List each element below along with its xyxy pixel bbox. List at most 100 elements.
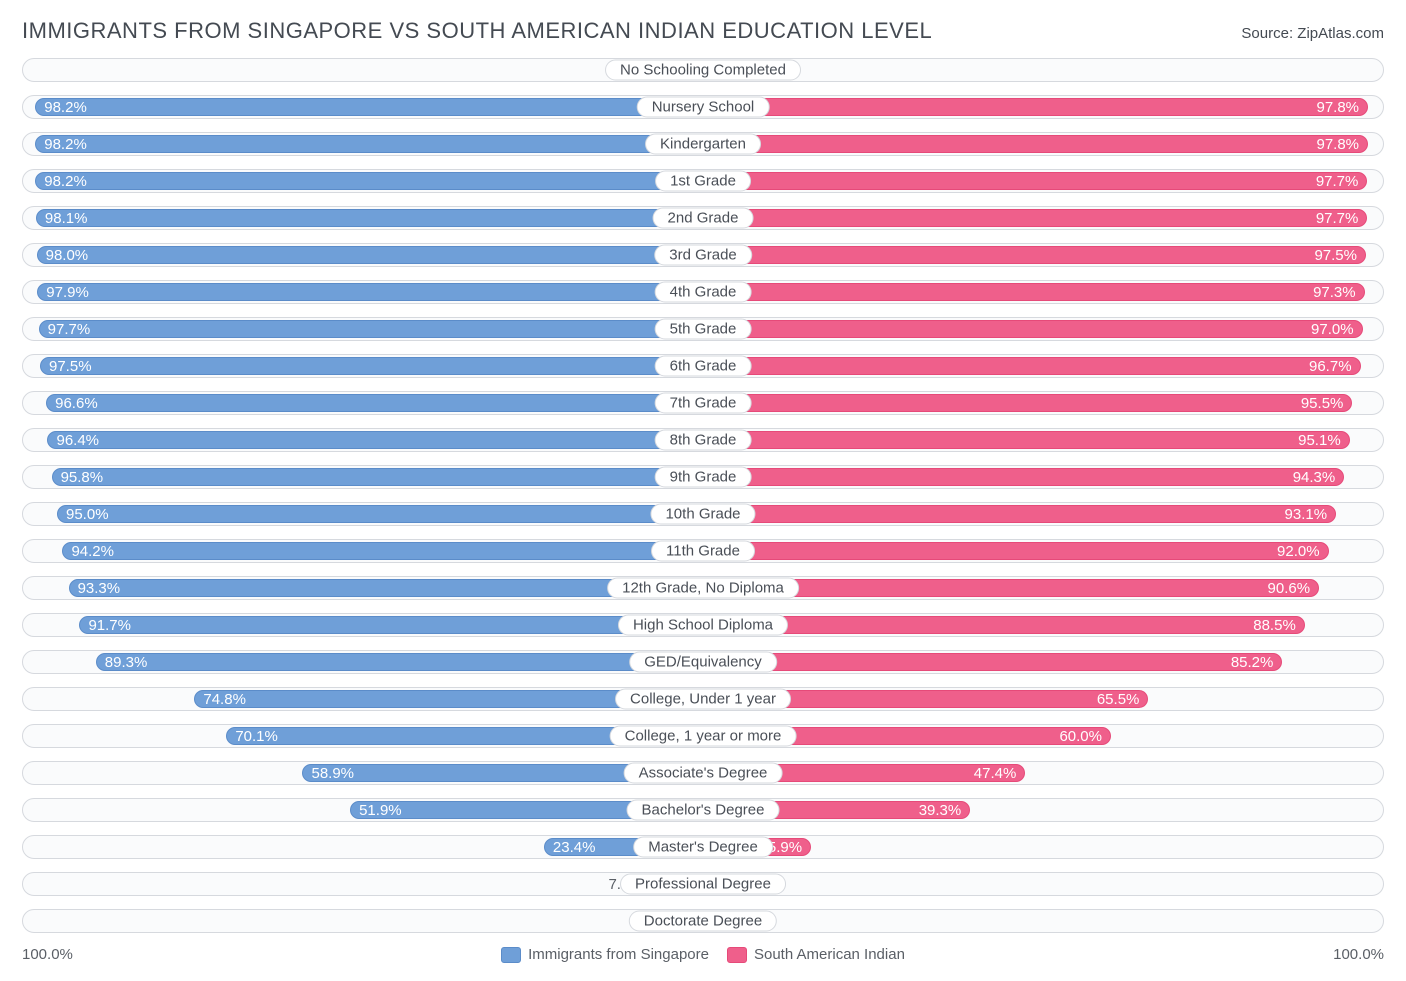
chart-source: Source: ZipAtlas.com	[1241, 25, 1384, 42]
bar-value-right: 93.1%	[1285, 506, 1328, 523]
category-label: Nursery School	[637, 97, 770, 118]
chart-row: 98.2% 97.8% Nursery School	[22, 95, 1384, 119]
bar-left: 98.2%	[35, 135, 703, 153]
legend-item-right: South American Indian	[727, 946, 905, 963]
chart-row: 91.7% 88.5% High School Diploma	[22, 613, 1384, 637]
bar-value-right: 97.0%	[1311, 321, 1354, 338]
bar-value-left: 58.9%	[311, 765, 354, 782]
chart-title: IMMIGRANTS FROM SINGAPORE VS SOUTH AMERI…	[22, 18, 932, 44]
chart-row: 70.1%60.0%College, 1 year or more	[22, 724, 1384, 748]
bar-left: 96.6%	[46, 394, 703, 412]
bar-value-right: 96.7%	[1309, 358, 1352, 375]
bar-value-right: 97.5%	[1314, 247, 1357, 264]
bar-left: 94.2%	[62, 542, 703, 560]
bar-value-right: 65.5%	[1097, 691, 1140, 708]
chart-row: 89.3%85.2%GED/Equivalency	[22, 650, 1384, 674]
legend-swatch-left	[501, 947, 521, 963]
bar-value-right: 97.7%	[1316, 210, 1359, 227]
category-label: GED/Equivalency	[629, 652, 777, 673]
bar-right: 97.0%	[703, 320, 1363, 338]
chart-row: 98.1%97.7%2nd Grade	[22, 206, 1384, 230]
bar-value-right: 97.8%	[1316, 99, 1359, 116]
category-label: Doctorate Degree	[629, 911, 777, 932]
bar-value-right: 39.3%	[919, 802, 962, 819]
category-label: 1st Grade	[655, 171, 751, 192]
chart-row: 93.3% 90.6% 12th Grade, No Diploma	[22, 576, 1384, 600]
chart-row: 95.0% 93.1% 10th Grade	[22, 502, 1384, 526]
bar-right: 97.8%	[703, 135, 1368, 153]
chart-row: 23.4%15.9%Master's Degree	[22, 835, 1384, 859]
bar-value-right: 97.8%	[1316, 136, 1359, 153]
bar-value-left: 94.2%	[71, 543, 114, 560]
category-label: College, Under 1 year	[615, 689, 791, 710]
bar-value-left: 98.2%	[44, 99, 87, 116]
bar-left: 91.7%	[79, 616, 703, 634]
chart-row: 1.8%2.2%No Schooling Completed	[22, 58, 1384, 82]
bar-value-right: 92.0%	[1277, 543, 1320, 560]
chart-row: 96.4% 95.1% 8th Grade	[22, 428, 1384, 452]
chart-row: 74.8%65.5%College, Under 1 year	[22, 687, 1384, 711]
bar-right: 93.1%	[703, 505, 1336, 523]
legend-item-left: Immigrants from Singapore	[501, 946, 709, 963]
category-label: Professional Degree	[620, 874, 786, 895]
bar-left: 98.0%	[37, 246, 703, 264]
bar-value-left: 93.3%	[78, 580, 121, 597]
bar-value-left: 98.1%	[45, 210, 88, 227]
bar-value-right: 95.1%	[1298, 432, 1341, 449]
bar-left: 97.9%	[37, 283, 703, 301]
category-label: 5th Grade	[655, 319, 752, 340]
category-label: 8th Grade	[655, 430, 752, 451]
bar-right: 97.7%	[703, 172, 1367, 190]
bar-value-right: 97.3%	[1313, 284, 1356, 301]
source-link[interactable]: ZipAtlas.com	[1297, 25, 1384, 42]
bar-value-right: 88.5%	[1253, 617, 1296, 634]
chart-row: 94.2%92.0%11th Grade	[22, 539, 1384, 563]
bar-value-left: 97.7%	[48, 321, 91, 338]
bar-value-right: 97.7%	[1316, 173, 1359, 190]
bar-left: 95.0%	[57, 505, 703, 523]
bar-value-left: 98.2%	[44, 173, 87, 190]
chart-row: 98.0%97.5%3rd Grade	[22, 243, 1384, 267]
chart-row: 58.9%47.4%Associate's Degree	[22, 761, 1384, 785]
bar-value-right: 90.6%	[1268, 580, 1311, 597]
bar-value-left: 89.3%	[105, 654, 148, 671]
bar-right: 92.0%	[703, 542, 1329, 560]
category-label: Kindergarten	[645, 134, 761, 155]
legend-label-right: South American Indian	[754, 946, 905, 963]
bar-value-left: 91.7%	[88, 617, 131, 634]
bar-right: 95.1%	[703, 431, 1350, 449]
bar-value-left: 98.2%	[44, 136, 87, 153]
category-label: 12th Grade, No Diploma	[607, 578, 799, 599]
category-label: Bachelor's Degree	[627, 800, 780, 821]
bar-value-left: 97.9%	[46, 284, 89, 301]
axis-max-right: 100.0%	[1333, 946, 1384, 963]
category-label: High School Diploma	[618, 615, 788, 636]
chart-row: 97.5%96.7%6th Grade	[22, 354, 1384, 378]
chart-row: 3.7%2.0%Doctorate Degree	[22, 909, 1384, 933]
bar-value-left: 96.4%	[56, 432, 99, 449]
chart-row: 97.7% 97.0% 5th Grade	[22, 317, 1384, 341]
bar-right: 97.7%	[703, 209, 1367, 227]
category-label: 9th Grade	[655, 467, 752, 488]
bar-left: 98.2%	[35, 172, 703, 190]
bar-right: 88.5%	[703, 616, 1305, 634]
bar-right: 97.3%	[703, 283, 1365, 301]
legend-swatch-right	[727, 947, 747, 963]
bar-value-left: 97.5%	[49, 358, 92, 375]
chart-row: 95.8%94.3%9th Grade	[22, 465, 1384, 489]
bar-right: 94.3%	[703, 468, 1344, 486]
bar-value-left: 95.0%	[66, 506, 109, 523]
chart-row: 51.9%39.3%Bachelor's Degree	[22, 798, 1384, 822]
bar-right: 96.7%	[703, 357, 1361, 375]
category-label: 10th Grade	[650, 504, 755, 525]
chart-legend: Immigrants from Singapore South American…	[501, 946, 905, 963]
chart-row: 98.2% 97.8% Kindergarten	[22, 132, 1384, 156]
bar-left: 97.5%	[40, 357, 703, 375]
legend-label-left: Immigrants from Singapore	[528, 946, 709, 963]
chart-row: 7.7%4.8%Professional Degree	[22, 872, 1384, 896]
bar-value-left: 23.4%	[553, 839, 596, 856]
category-label: 7th Grade	[655, 393, 752, 414]
bar-value-right: 60.0%	[1059, 728, 1102, 745]
category-label: Master's Degree	[633, 837, 773, 858]
chart-header: IMMIGRANTS FROM SINGAPORE VS SOUTH AMERI…	[22, 18, 1384, 44]
